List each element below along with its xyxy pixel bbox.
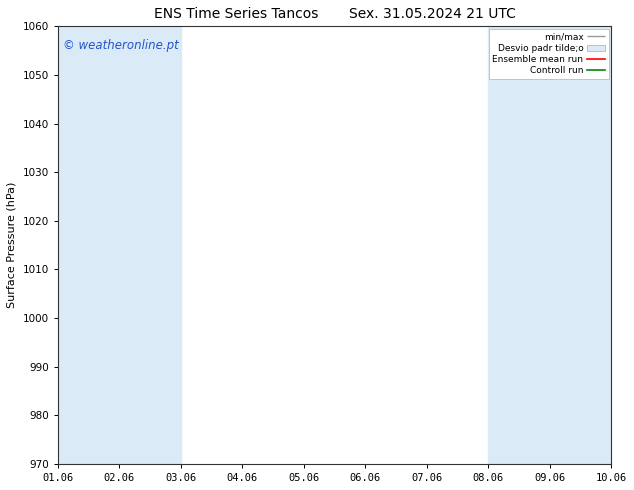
Bar <box>58 26 181 464</box>
Legend: min/max, Desvio padr tilde;o, Ensemble mean run, Controll run: min/max, Desvio padr tilde;o, Ensemble m… <box>489 29 609 79</box>
Y-axis label: Surface Pressure (hPa): Surface Pressure (hPa) <box>7 182 17 308</box>
Text: © weatheronline.pt: © weatheronline.pt <box>63 39 179 52</box>
Title: ENS Time Series Tancos       Sex. 31.05.2024 21 UTC: ENS Time Series Tancos Sex. 31.05.2024 2… <box>153 7 515 21</box>
Bar <box>488 26 611 464</box>
